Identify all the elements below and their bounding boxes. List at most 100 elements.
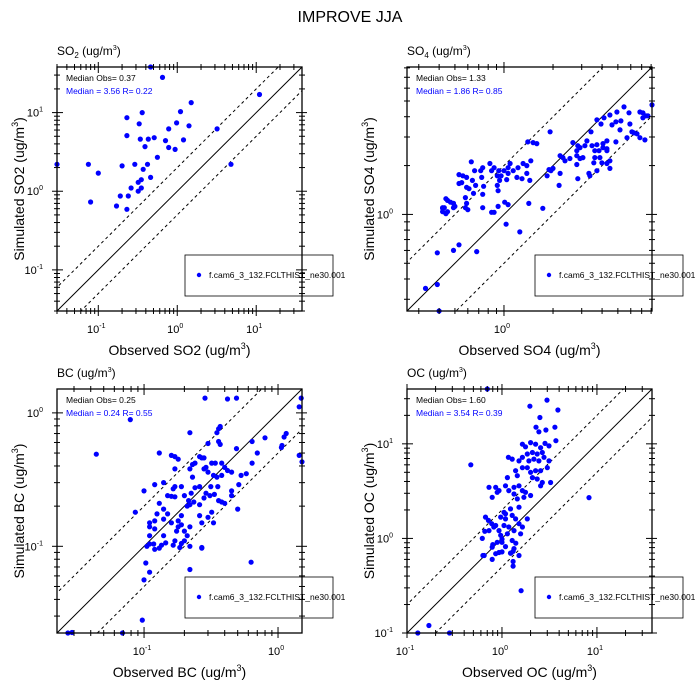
median-sim-text: Median = 3.56 R= 0.22	[66, 86, 153, 96]
data-point	[214, 126, 220, 132]
data-point	[140, 166, 146, 172]
data-point	[443, 196, 449, 202]
data-point	[485, 517, 491, 524]
data-point	[470, 190, 477, 196]
data-point	[214, 474, 220, 480]
data-point	[534, 451, 540, 457]
x-tick-label: 100	[268, 645, 284, 658]
data-point	[464, 200, 470, 206]
one-to-one-line	[57, 67, 302, 311]
data-point	[537, 414, 543, 421]
data-point	[138, 185, 144, 191]
data-point	[197, 502, 203, 508]
data-point	[170, 486, 176, 492]
data-point	[493, 484, 499, 490]
data-point	[510, 563, 516, 569]
data-point	[254, 450, 260, 456]
data-point	[514, 473, 520, 479]
one-to-one-line	[407, 389, 652, 633]
data-point	[144, 543, 150, 549]
data-point	[152, 518, 158, 524]
data-point	[172, 146, 178, 152]
data-point	[510, 548, 516, 554]
data-point	[175, 456, 181, 462]
data-point	[539, 449, 545, 456]
data-point	[145, 136, 151, 142]
data-point	[296, 404, 302, 410]
data-point	[526, 200, 532, 206]
data-point	[161, 506, 167, 512]
x-tick-label: 101	[246, 323, 262, 336]
data-point	[152, 526, 158, 532]
data-point	[178, 484, 184, 490]
axis-ticks	[52, 62, 307, 316]
x-axis-label: Observed SO4 (ug/m3)	[459, 341, 601, 358]
data-point	[505, 454, 511, 460]
data-point	[480, 191, 486, 197]
data-point	[486, 528, 492, 534]
panel-title: SO2 (ug/m3)	[57, 44, 121, 60]
data-point	[166, 126, 172, 132]
data-point	[174, 528, 180, 534]
data-point	[434, 250, 440, 256]
data-point	[117, 193, 123, 199]
data-point	[522, 444, 529, 450]
data-point	[161, 533, 167, 539]
legend-box	[184, 254, 334, 297]
median-sim-text: Median = 3.54 R= 0.39	[416, 408, 503, 418]
data-point	[524, 516, 530, 522]
data-point	[283, 430, 289, 437]
data-point	[617, 127, 623, 133]
data-point	[298, 395, 304, 401]
data-point	[489, 556, 495, 563]
data-point	[151, 135, 157, 141]
data-point	[533, 441, 539, 447]
data-point	[207, 493, 213, 499]
data-point	[507, 506, 514, 512]
one-to-two-line	[455, 115, 652, 311]
data-point	[462, 195, 468, 201]
data-point	[113, 203, 120, 209]
data-point	[197, 513, 203, 519]
data-point	[506, 524, 512, 530]
data-point	[191, 499, 197, 505]
data-point	[627, 121, 633, 127]
median-obs-text: Median Obs= 0.37	[66, 73, 136, 83]
data-point	[607, 165, 613, 171]
data-point	[249, 438, 255, 445]
data-point	[205, 440, 211, 447]
data-point	[524, 465, 530, 471]
data-point	[604, 148, 610, 154]
data-point	[188, 100, 194, 106]
data-point	[640, 110, 646, 116]
two-to-one-line	[57, 67, 279, 289]
data-point	[621, 104, 627, 110]
data-point	[170, 542, 176, 548]
axis-ticks	[402, 384, 657, 638]
data-point	[472, 168, 478, 174]
data-point	[205, 469, 211, 475]
data-point	[178, 540, 184, 547]
data-point	[507, 160, 513, 167]
data-point	[502, 483, 509, 489]
median-obs-text: Median Obs= 1.60	[416, 395, 486, 405]
data-point	[235, 506, 241, 512]
data-point	[162, 138, 169, 144]
data-point	[528, 492, 534, 499]
data-point	[222, 464, 228, 470]
data-point	[210, 520, 217, 526]
data-point	[519, 524, 526, 530]
data-point	[148, 174, 154, 180]
y-tick-label: 100	[377, 532, 393, 545]
data-point	[526, 458, 532, 464]
y-tick-label: 10-1	[25, 264, 44, 277]
data-point	[516, 483, 522, 489]
legend-marker	[196, 272, 202, 278]
data-point	[575, 176, 581, 182]
data-point	[229, 493, 235, 499]
x-axis-label: Observed BC (ug/m3)	[113, 663, 246, 680]
data-point	[215, 484, 221, 490]
y-tick-label: 10-1	[375, 627, 394, 640]
y-axis-label: Simulated OC (ug/m3)	[360, 443, 377, 580]
data-point	[501, 522, 507, 529]
